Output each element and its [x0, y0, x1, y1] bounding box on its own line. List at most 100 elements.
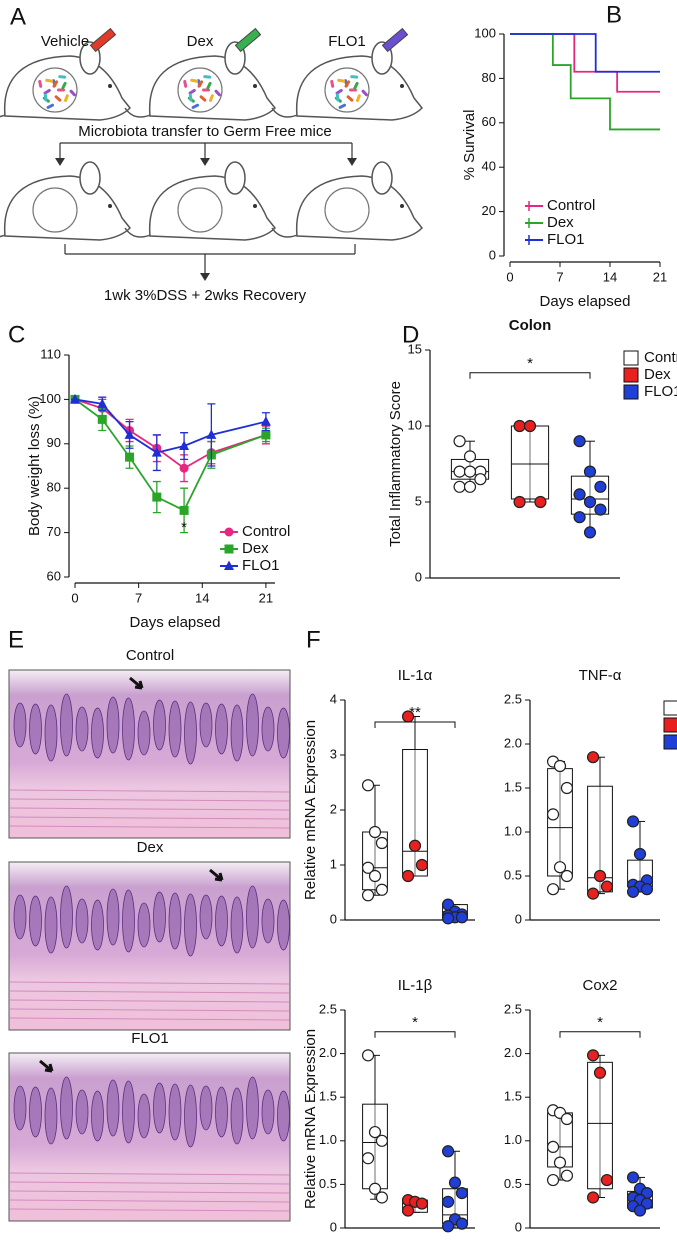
crypt	[184, 1084, 197, 1148]
mouse-ear	[224, 161, 246, 195]
data-point	[633, 1204, 647, 1217]
significance-label: **	[409, 704, 421, 721]
muscle-fiber	[9, 999, 290, 1003]
marker	[224, 544, 234, 554]
x-axis-label: Days elapsed	[540, 293, 631, 310]
marker	[179, 463, 189, 473]
data-point	[534, 495, 547, 509]
data-point	[463, 465, 477, 478]
data-point	[415, 1197, 429, 1210]
data-point	[375, 883, 389, 896]
y-axis-label: Relative mRNA Expression	[302, 720, 319, 900]
microbe	[206, 81, 212, 90]
crypt	[122, 889, 135, 953]
marker	[179, 505, 189, 515]
legend-label: Dex	[242, 540, 269, 557]
crypt	[215, 703, 228, 755]
y-tick-label: 60	[47, 568, 61, 583]
data-point	[375, 836, 389, 850]
legend-label: Control	[547, 197, 595, 214]
data-point	[553, 861, 567, 874]
legend-label: FLO1	[644, 383, 677, 400]
crypt	[184, 893, 197, 957]
syringe	[89, 27, 117, 53]
microbe	[361, 89, 368, 97]
data-point	[463, 480, 477, 493]
microbe	[54, 95, 62, 102]
data-point	[583, 465, 597, 478]
data-point	[593, 869, 607, 883]
x-axis-label: Days elapsed	[130, 614, 221, 631]
legend-label: FLO1	[547, 231, 585, 248]
legend-swatch	[623, 350, 639, 366]
crypt	[246, 1076, 259, 1140]
y-tick-label: 10	[408, 417, 422, 432]
microbe	[203, 75, 212, 79]
marker	[151, 447, 162, 457]
microbe	[338, 103, 347, 109]
legend-swatch	[663, 700, 677, 716]
crypt	[261, 1089, 275, 1135]
panel-letter: F	[306, 626, 321, 653]
data-point	[361, 1049, 375, 1062]
data-point	[586, 887, 600, 900]
mouse-eye	[108, 204, 112, 208]
data-point	[375, 1134, 389, 1147]
y-tick-label: 80	[482, 70, 496, 85]
crypt	[29, 703, 42, 755]
crypt	[261, 706, 275, 752]
y-tick-label: 0	[330, 911, 337, 926]
marker	[179, 440, 190, 451]
data-point	[633, 847, 647, 861]
crypt	[13, 894, 27, 940]
microbe	[43, 88, 51, 95]
y-tick-label: 2.0	[504, 735, 522, 750]
muscle-fiber	[9, 1190, 290, 1194]
crypt	[137, 710, 151, 756]
data-point	[361, 889, 375, 902]
mouse	[271, 27, 424, 121]
crypt	[137, 902, 151, 948]
data-point	[513, 495, 526, 509]
microbe	[64, 94, 69, 102]
mouse-eye	[400, 204, 404, 208]
y-tick-label: 5	[415, 493, 422, 508]
mouse	[0, 161, 132, 241]
panel-letter: B	[606, 1, 622, 28]
microbe	[335, 88, 343, 95]
microbe	[46, 103, 55, 109]
mouse-belly	[32, 187, 78, 233]
crypt	[230, 1087, 244, 1145]
data-point	[586, 751, 600, 764]
data-point	[560, 781, 574, 795]
data-point	[583, 526, 597, 539]
data-point	[523, 419, 537, 433]
x-tick-label: 7	[556, 269, 563, 284]
panel-letter: D	[402, 321, 419, 348]
y-tick-label: 0.5	[504, 867, 522, 882]
y-tick-label: 0	[515, 911, 522, 926]
data-point	[594, 503, 607, 516]
crypt	[230, 896, 244, 954]
legend-label: Dex	[547, 214, 574, 231]
data-point	[463, 450, 477, 463]
donor-label: Vehicle	[41, 33, 89, 50]
series-line	[510, 33, 660, 93]
crypt	[153, 1082, 166, 1134]
data-point	[600, 1173, 614, 1187]
data-point	[441, 912, 455, 925]
data-point	[560, 1112, 574, 1126]
y-tick-label: 1.0	[504, 823, 522, 838]
y-tick-label: 100	[474, 25, 496, 40]
y-tick-label: 0.5	[319, 1176, 337, 1191]
marker	[206, 429, 217, 439]
histology-label: Dex	[137, 839, 164, 856]
mouse	[124, 27, 277, 121]
data-point	[573, 511, 586, 524]
panel-letter: C	[8, 321, 25, 348]
marker	[70, 393, 80, 404]
legend-label: FLO1	[242, 557, 280, 574]
histology-label: FLO1	[131, 1030, 169, 1047]
muscle-fiber	[9, 1181, 290, 1185]
data-point	[640, 883, 654, 896]
